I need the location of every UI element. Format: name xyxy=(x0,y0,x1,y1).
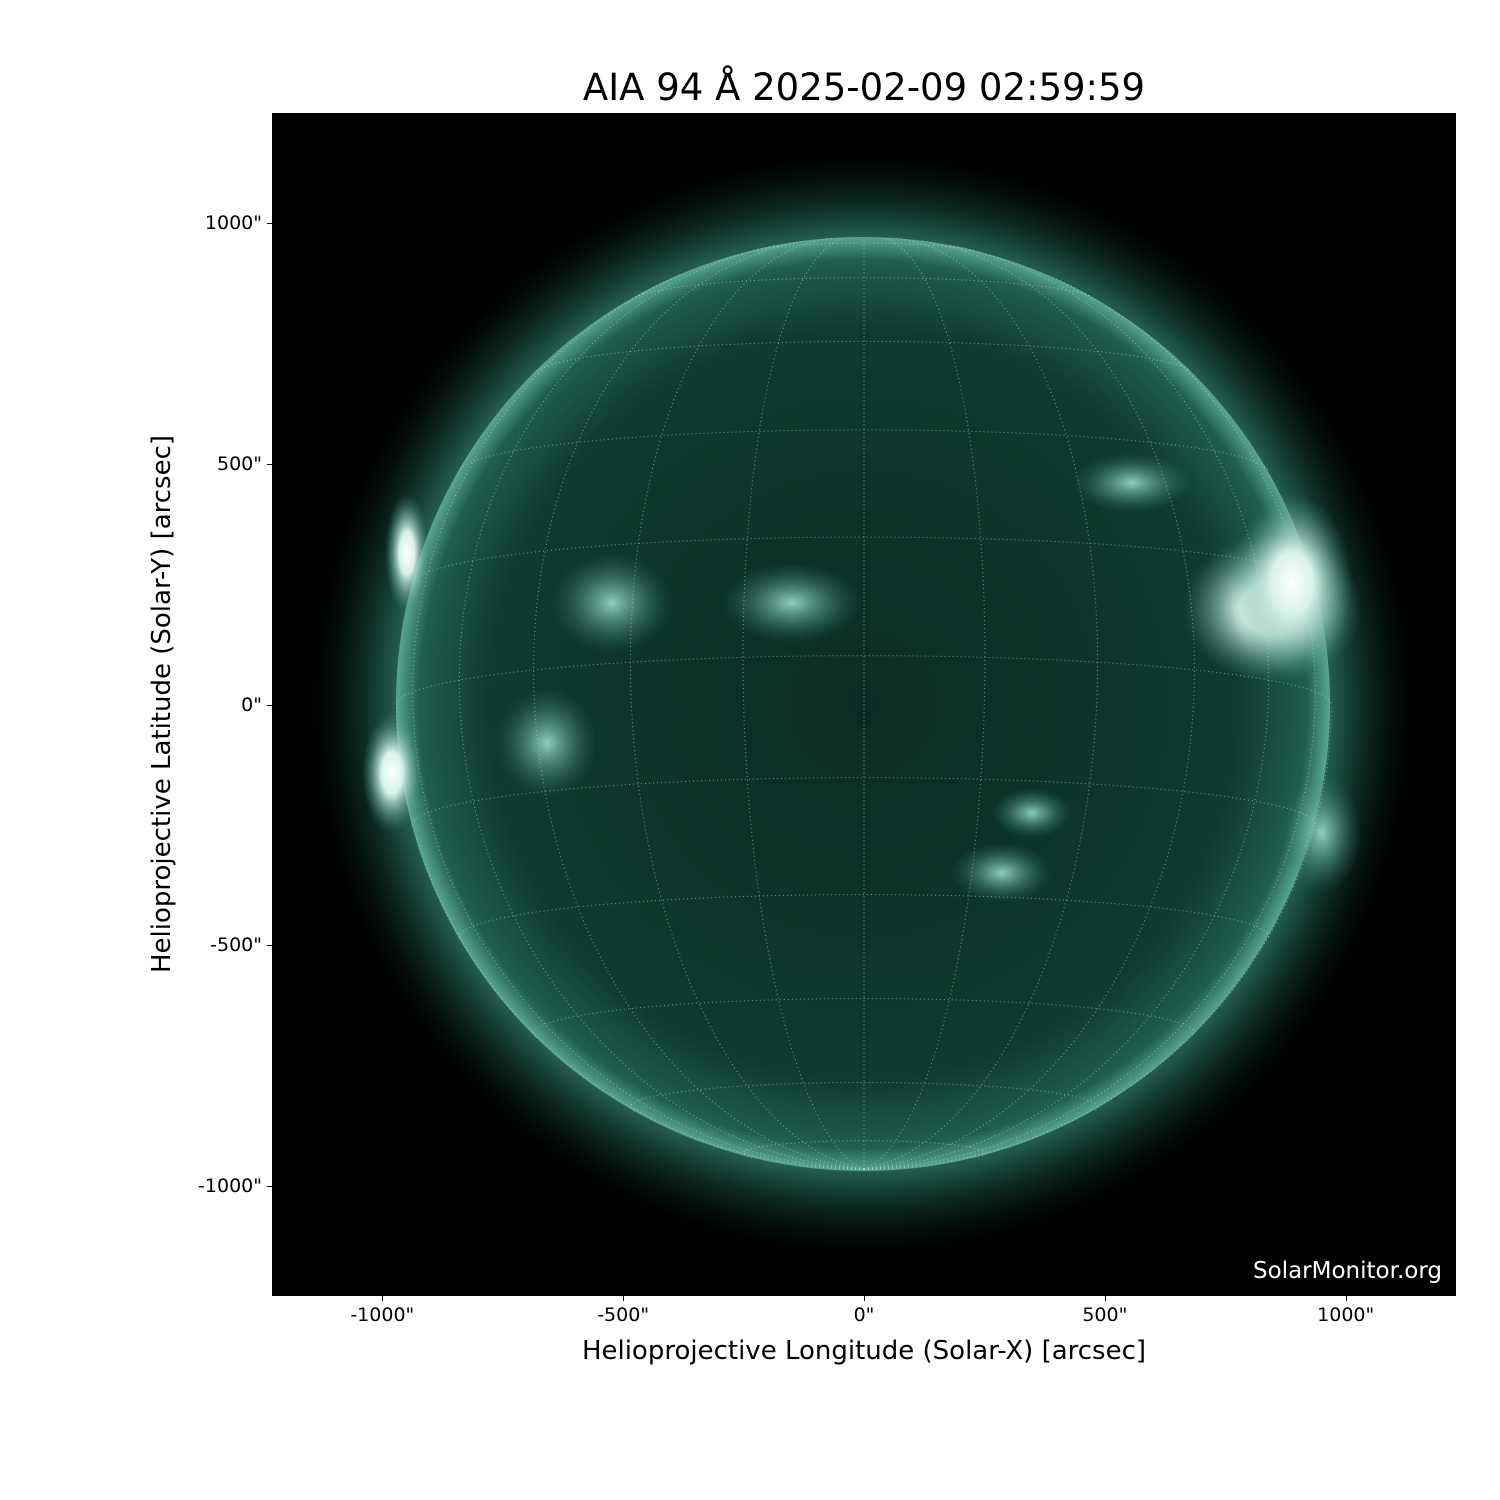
y-tick-label: -500" xyxy=(210,934,262,957)
active-region xyxy=(497,688,597,798)
x-tick-mark xyxy=(1104,1296,1106,1301)
solar-image xyxy=(303,144,1423,1264)
x-tick-label: 0" xyxy=(853,1304,875,1326)
y-tick-mark xyxy=(267,704,272,706)
x-tick-mark xyxy=(382,1296,384,1301)
active-region xyxy=(1232,493,1352,673)
active-region xyxy=(552,553,672,653)
y-tick-mark xyxy=(267,945,272,947)
y-axis-label: Helioprojective Latitude (Solar-Y) [arcs… xyxy=(147,434,177,974)
x-tick-label: -1000" xyxy=(350,1304,415,1326)
heliographic-grid xyxy=(396,237,1332,1170)
grid-line xyxy=(458,893,1270,939)
x-tick-mark xyxy=(864,1296,865,1301)
solar-image-plot: SolarMonitor.org xyxy=(272,113,1456,1296)
y-tick-mark xyxy=(267,463,272,465)
x-tick-mark xyxy=(1345,1296,1347,1301)
grid-line xyxy=(863,238,1099,1170)
grid-line xyxy=(863,274,1316,1170)
x-tick-mark xyxy=(623,1296,625,1301)
active-regions xyxy=(362,453,1362,903)
grid-line xyxy=(533,997,1195,1038)
active-region xyxy=(1072,453,1192,513)
x-tick-label: 500" xyxy=(1082,1304,1128,1326)
grid-line xyxy=(863,244,1270,1170)
grid-line xyxy=(742,1140,986,1159)
grid-line xyxy=(536,340,1192,372)
active-region xyxy=(385,493,429,613)
credit-watermark: SolarMonitor.org xyxy=(1253,1258,1442,1284)
active-region xyxy=(362,713,422,833)
grid-line xyxy=(629,238,865,1170)
active-region xyxy=(1282,773,1362,893)
y-tick-mark xyxy=(267,223,272,225)
grid-line xyxy=(533,240,865,1170)
y-tick-label: 0" xyxy=(241,693,262,716)
y-tick-mark xyxy=(267,1185,272,1187)
active-region xyxy=(722,563,862,643)
grid-line xyxy=(629,1082,1099,1112)
y-tick-label: 500" xyxy=(216,452,262,475)
active-region xyxy=(952,843,1052,903)
x-axis-label: Helioprojective Longitude (Solar-X) [arc… xyxy=(581,1336,1147,1366)
y-tick-label: -1000" xyxy=(198,1174,262,1197)
grid-line xyxy=(863,240,1195,1170)
x-tick-label: 1000" xyxy=(1317,1304,1375,1326)
chart-title: AIA 94 Å 2025-02-09 02:59:59 xyxy=(582,66,1146,109)
grid-line xyxy=(412,274,865,1170)
x-tick-label: -500" xyxy=(597,1304,650,1326)
grid-line xyxy=(458,244,865,1170)
grid-line xyxy=(742,237,865,1170)
grid-line xyxy=(459,429,1269,470)
y-tick-label: 1000" xyxy=(204,212,262,235)
active-region xyxy=(992,788,1072,838)
grid-line xyxy=(863,237,986,1170)
